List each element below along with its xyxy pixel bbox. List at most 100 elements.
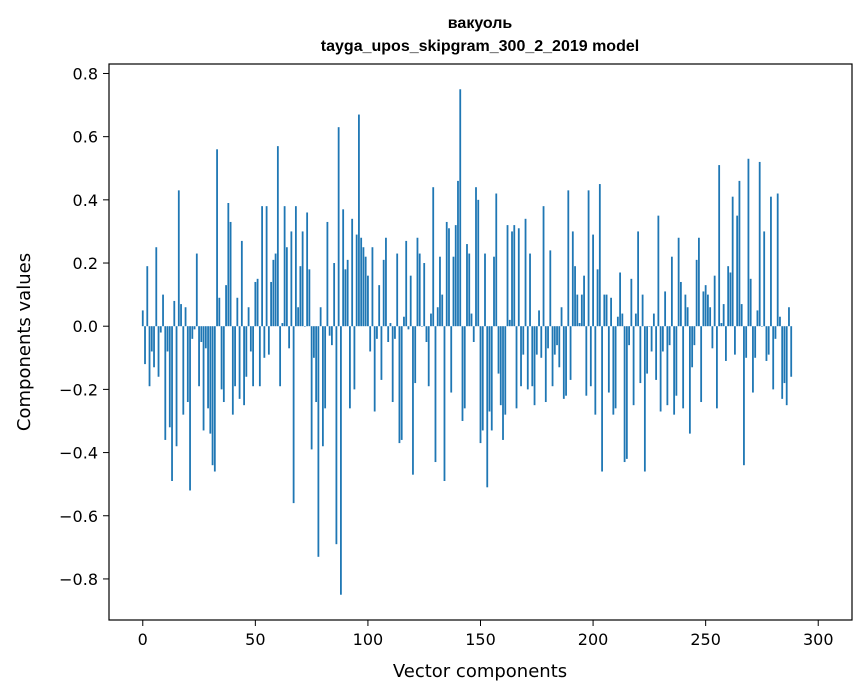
bar-53 [261, 206, 263, 327]
bar-154 [488, 326, 491, 412]
bar-269 [747, 158, 750, 327]
bar-112 [394, 326, 396, 339]
bar-279 [770, 196, 772, 327]
bar-25 [198, 326, 200, 387]
bar-255 [716, 326, 718, 409]
bar-14 [173, 300, 176, 327]
bar-33 [216, 149, 218, 327]
bar-27 [202, 326, 205, 431]
bar-116 [403, 316, 405, 327]
bar-147 [472, 326, 475, 342]
x-tick-label-0: 0 [138, 630, 148, 649]
bar-82 [326, 221, 329, 327]
bar-88 [340, 326, 342, 595]
bar-113 [396, 253, 399, 327]
bar-86 [335, 326, 338, 545]
bar-79 [319, 307, 322, 327]
y-tick-label-2: −0.4 [59, 444, 98, 463]
bar-110 [389, 323, 392, 327]
x-tick-label-250: 250 [690, 630, 721, 649]
bar-197 [585, 326, 588, 396]
bar-216 [628, 326, 630, 346]
bars-group [141, 89, 793, 595]
bar-245 [693, 326, 696, 346]
bar-177 [540, 326, 543, 358]
bar-264 [736, 215, 739, 327]
bar-21 [189, 326, 191, 491]
bar-252 [709, 307, 712, 327]
bar-12 [168, 326, 171, 428]
bar-163 [508, 319, 511, 327]
y-tick-label-6: 0.4 [73, 191, 98, 210]
bar-133 [441, 294, 444, 327]
bar-51 [256, 278, 259, 327]
bar-278 [767, 326, 770, 355]
bar-275 [761, 326, 763, 327]
y-tick-label-5: 0.2 [73, 254, 98, 273]
bar-46 [245, 326, 248, 377]
bar-263 [734, 326, 736, 355]
bar-287 [788, 307, 790, 327]
bar-115 [400, 326, 403, 440]
bar-148 [475, 187, 477, 327]
bar-2 [146, 266, 149, 327]
bar-131 [436, 307, 439, 327]
bar-265 [738, 180, 741, 327]
bar-141 [459, 89, 462, 327]
bar-225 [648, 326, 651, 327]
bar-18 [182, 326, 185, 415]
bar-159 [499, 326, 502, 406]
bar-99 [364, 256, 367, 327]
bar-100 [367, 275, 369, 327]
bar-182 [551, 326, 554, 387]
bar-186 [560, 307, 563, 327]
bar-212 [619, 272, 621, 327]
bar-7 [157, 326, 160, 377]
bar-81 [324, 326, 327, 409]
bar-201 [594, 326, 597, 415]
x-axis: 0 50 100 150 200 250 300 [138, 620, 834, 649]
bar-220 [637, 231, 640, 327]
bar-3 [148, 326, 151, 387]
bar-208 [610, 297, 612, 327]
bar-111 [391, 326, 394, 403]
bar-95 [355, 234, 358, 327]
bar-288 [790, 326, 793, 377]
bar-248 [700, 326, 703, 403]
bar-226 [650, 326, 653, 352]
bar-137 [450, 326, 453, 393]
bar-47 [247, 307, 250, 327]
bar-271 [752, 326, 754, 393]
bar-136 [448, 228, 450, 327]
bar-233 [666, 326, 669, 406]
bar-247 [698, 237, 700, 327]
bar-165 [513, 225, 516, 327]
bar-221 [639, 326, 642, 384]
bar-48 [249, 326, 252, 352]
y-axis: −0.8 −0.6 −0.4 −0.2 0.0 0.2 0.4 0.6 0.8 [59, 64, 109, 589]
bar-45 [243, 326, 245, 406]
bar-213 [621, 313, 624, 327]
bar-204 [601, 326, 603, 472]
bar-144 [466, 244, 468, 327]
bar-240 [682, 326, 685, 409]
bar-138 [452, 256, 455, 327]
bar-274 [758, 161, 761, 327]
bar-219 [634, 313, 637, 327]
bar-183 [553, 326, 556, 355]
bar-176 [538, 310, 540, 327]
bar-203 [598, 184, 601, 327]
bar-235 [670, 256, 673, 327]
bar-32 [213, 326, 216, 472]
bar-209 [612, 326, 615, 415]
bar-153 [486, 326, 489, 488]
y-tick-label-3: −0.2 [59, 380, 98, 399]
bar-129 [432, 187, 435, 327]
y-tick-label-1: −0.6 [59, 507, 98, 526]
bar-267 [743, 326, 745, 466]
bar-66 [290, 231, 293, 327]
bar-76 [312, 326, 315, 358]
bar-29 [207, 326, 209, 409]
bar-190 [569, 326, 572, 380]
bar-215 [625, 326, 628, 459]
